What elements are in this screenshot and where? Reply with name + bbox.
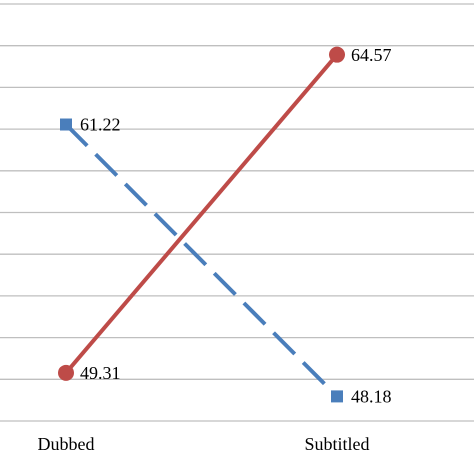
- series-line: [64, 53, 339, 375]
- marker: [331, 390, 343, 403]
- data-label: 61.22: [80, 115, 121, 135]
- x-tick-label: Dubbed: [38, 434, 95, 454]
- data-label: 64.57: [351, 45, 392, 65]
- series-line: [64, 123, 339, 398]
- data-label: 48.18: [351, 387, 392, 407]
- marker: [329, 46, 345, 63]
- marker: [60, 118, 72, 131]
- x-tick-label: Subtitled: [304, 434, 369, 454]
- data-label: 49.31: [80, 363, 121, 383]
- marker: [58, 364, 74, 381]
